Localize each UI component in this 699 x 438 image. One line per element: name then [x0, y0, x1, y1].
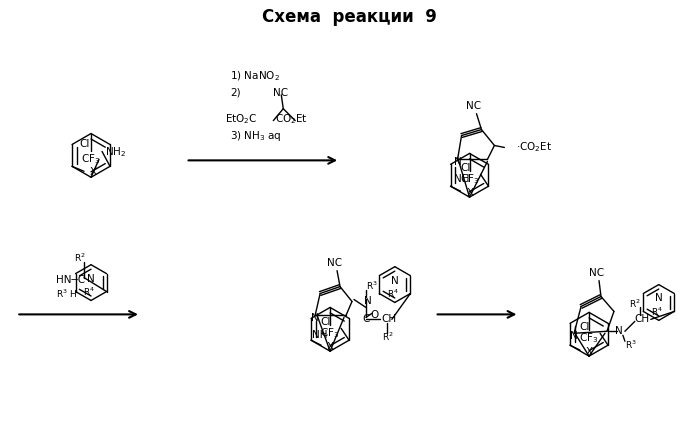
Text: N: N [87, 274, 95, 284]
Text: CF$_3$: CF$_3$ [460, 173, 480, 186]
Text: R$^2$: R$^2$ [74, 251, 86, 264]
Text: NH: NH [312, 330, 328, 340]
Text: CF$_3$: CF$_3$ [320, 326, 340, 340]
Text: CO$_2$Et: CO$_2$Et [275, 112, 308, 126]
Text: R$^3$: R$^3$ [625, 339, 637, 351]
Text: X: X [327, 342, 334, 352]
Text: N: N [615, 326, 623, 336]
Text: R$^2$: R$^2$ [629, 297, 640, 310]
Text: R$^4$: R$^4$ [387, 287, 399, 300]
Text: X: X [90, 167, 97, 177]
Text: Схема  реакции  9: Схема реакции 9 [261, 8, 436, 26]
Text: R$^4$: R$^4$ [83, 285, 96, 298]
Text: ·CO$_2$Et: ·CO$_2$Et [517, 141, 552, 154]
Text: HN─C: HN─C [56, 275, 85, 285]
Text: NC: NC [328, 258, 343, 268]
Text: R$^3$: R$^3$ [366, 279, 377, 292]
Text: CF$_3$: CF$_3$ [579, 331, 599, 345]
Text: NC: NC [466, 101, 481, 111]
Text: 1) NaNO$_2$: 1) NaNO$_2$ [231, 69, 280, 83]
Text: Cl: Cl [579, 322, 590, 332]
Text: N: N [311, 313, 319, 323]
Text: CH: CH [635, 314, 650, 325]
Text: N: N [454, 157, 461, 167]
Text: NH: NH [454, 174, 469, 184]
Text: 3) NH$_3$ aq: 3) NH$_3$ aq [231, 128, 282, 142]
Text: Cl: Cl [321, 318, 331, 327]
Text: N: N [655, 293, 663, 304]
Text: NC: NC [589, 268, 605, 278]
Text: NC: NC [273, 88, 289, 98]
Text: R$^4$: R$^4$ [651, 305, 663, 318]
Text: Cl: Cl [80, 139, 90, 149]
Text: O: O [370, 311, 378, 320]
Text: CH: CH [382, 314, 397, 325]
Text: N: N [391, 276, 398, 286]
Text: R$^3$ H: R$^3$ H [56, 287, 78, 300]
Text: R$^2$: R$^2$ [382, 331, 394, 343]
Text: CF$_3$: CF$_3$ [81, 152, 101, 166]
Text: X: X [466, 188, 474, 198]
Text: Cl: Cl [460, 163, 470, 173]
Text: EtO$_2$C: EtO$_2$C [226, 112, 258, 126]
Text: X: X [586, 347, 593, 357]
Text: N: N [364, 297, 372, 307]
Text: NH$_2$: NH$_2$ [105, 145, 126, 159]
Text: 2): 2) [231, 88, 241, 98]
Text: C: C [362, 314, 369, 325]
Text: N: N [570, 331, 578, 341]
